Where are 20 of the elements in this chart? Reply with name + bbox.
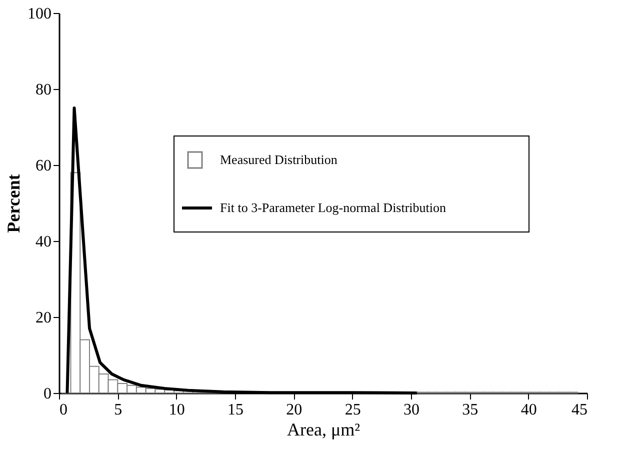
x-tick-label: 25 [344,402,361,418]
x-tick-label: 20 [286,402,302,418]
y-tick-label: 60 [36,158,52,174]
x-tick-label: 0 [60,402,68,418]
y-tick-label: 40 [36,234,52,250]
legend-label: Measured Distribution [220,152,338,167]
x-tick-label: 15 [228,402,244,418]
y-tick-label: 80 [36,82,52,98]
x-axis-title: Area, μm² [286,420,360,440]
x-tick-label: 35 [462,402,478,418]
y-axis-title: Percent [4,174,24,233]
x-tick-label: 45 [572,402,588,418]
x-tick-label: 30 [404,402,420,418]
x-tick-label: 10 [168,402,185,418]
y-tick-label: 20 [36,310,52,326]
y-tick-label: 100 [28,6,52,22]
y-tick-label: 0 [44,386,52,402]
x-tick-label: 40 [520,402,537,418]
x-tick-label: 5 [114,402,122,418]
legend-label: Fit to 3-Parameter Log-normal Distribution [220,200,447,215]
